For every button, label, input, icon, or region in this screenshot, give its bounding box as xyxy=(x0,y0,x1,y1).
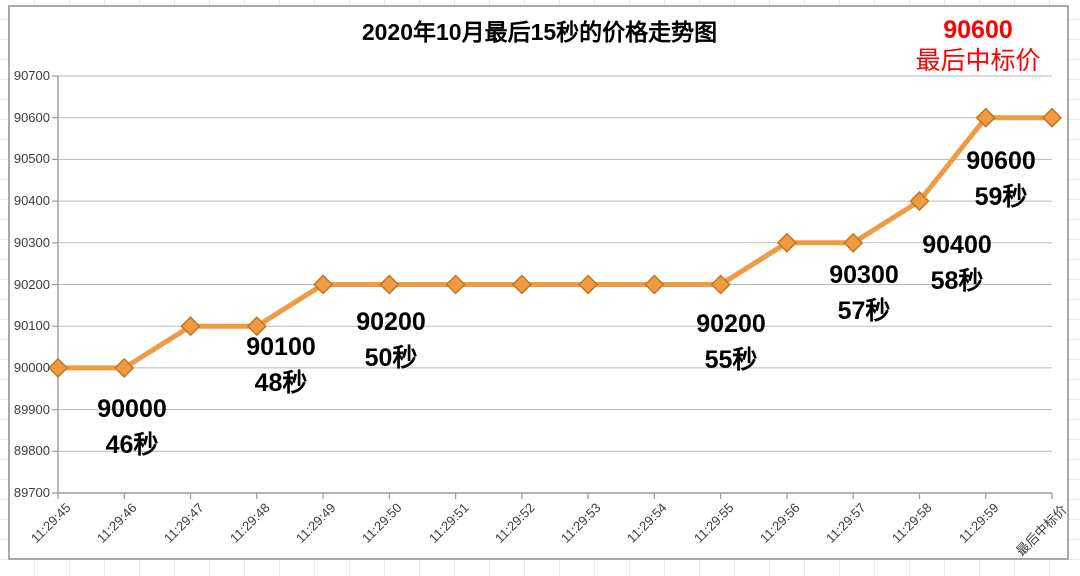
y-tick-label: 90300 xyxy=(13,234,50,250)
data-label: 90600 59秒 xyxy=(966,143,1036,215)
data-label-line: 90600 xyxy=(943,15,1013,44)
data-label-line: 90100 xyxy=(246,333,316,361)
y-tick-label: 90700 xyxy=(13,68,50,83)
data-label: 90100 48秒 xyxy=(246,329,316,401)
data-label: 90400 58秒 xyxy=(922,227,992,299)
data-label-line: 90200 xyxy=(696,310,766,338)
data-label-line: 最后中标价 xyxy=(915,46,1041,75)
y-tick-label: 89800 xyxy=(13,443,50,459)
data-label-line: 90000 xyxy=(97,395,167,423)
data-label-line: 48秒 xyxy=(254,369,308,397)
data-label-line: 90400 xyxy=(922,231,992,259)
data-label-line: 55秒 xyxy=(704,346,758,374)
y-tick-label: 90500 xyxy=(13,151,50,167)
y-tick-label: 90200 xyxy=(13,276,50,292)
y-tick-label: 90000 xyxy=(13,359,50,375)
chart-title: 2020年10月最后15秒的价格走势图 xyxy=(361,19,718,45)
chart-canvas xyxy=(8,5,1069,560)
data-label-line: 59秒 xyxy=(974,183,1028,211)
y-tick-label: 90600 xyxy=(13,109,50,125)
data-label-line: 57秒 xyxy=(837,297,891,325)
data-label: 90200 50秒 xyxy=(356,304,426,376)
y-tick-label: 90400 xyxy=(13,193,50,209)
data-label-line: 90300 xyxy=(829,261,899,289)
data-label-line: 90200 xyxy=(356,308,426,336)
data-label: 90200 55秒 xyxy=(696,306,766,378)
data-label: 90000 46秒 xyxy=(97,391,167,463)
data-label-line: 46秒 xyxy=(105,431,159,459)
y-tick-label: 90100 xyxy=(13,318,50,334)
data-label-line: 50秒 xyxy=(364,344,418,372)
y-tick-label: 89700 xyxy=(13,485,50,500)
data-label-line: 90600 xyxy=(966,147,1036,175)
y-tick-label: 89900 xyxy=(13,401,50,417)
final-price-callout: 90600 最后中标价 xyxy=(915,15,1040,77)
data-label-line: 58秒 xyxy=(930,267,984,295)
data-label: 90300 57秒 xyxy=(829,257,899,329)
